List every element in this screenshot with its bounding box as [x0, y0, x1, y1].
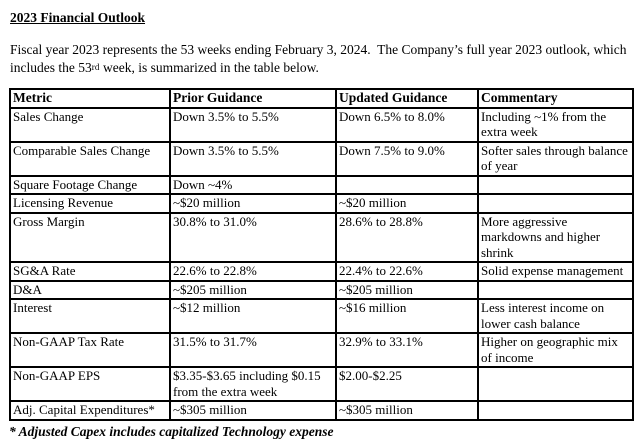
cell-metric: Sales Change: [9, 106, 171, 143]
cell-prior: ~$12 million: [169, 298, 337, 334]
cell-updated: Down 7.5% to 9.0%: [335, 140, 479, 177]
cell-updated: ~$305 million: [335, 400, 479, 421]
cell-prior: 22.6% to 22.8%: [169, 261, 337, 282]
table-row: Gross Margin 30.8% to 31.0% 28.6% to 28.…: [9, 211, 634, 263]
cell-metric: Gross Margin: [9, 211, 171, 263]
cell-commentary: [477, 400, 634, 421]
cell-prior: Down 3.5% to 5.5%: [169, 140, 337, 177]
table-row: SG&A Rate 22.6% to 22.8% 22.4% to 22.6% …: [9, 261, 634, 282]
cell-updated: 28.6% to 28.8%: [335, 211, 479, 263]
cell-commentary: More aggressive markdowns and higher shr…: [477, 211, 634, 263]
cell-prior: ~$305 million: [169, 400, 337, 421]
cell-commentary: [477, 366, 634, 402]
cell-commentary: Including ~1% from the extra week: [477, 106, 634, 143]
cell-prior: Down 3.5% to 5.5%: [169, 106, 337, 143]
column-header-commentary: Commentary: [477, 88, 634, 109]
table-row: Non-GAAP Tax Rate 31.5% to 31.7% 32.9% t…: [9, 332, 634, 368]
cell-prior: 31.5% to 31.7%: [169, 332, 337, 368]
cell-metric: Licensing Revenue: [9, 193, 171, 214]
financial-outlook-table: Metric Prior Guidance Updated Guidance C…: [9, 88, 634, 421]
cell-prior: ~$20 million: [169, 193, 337, 214]
table-row: D&A ~$205 million ~$205 million: [9, 279, 634, 300]
cell-metric: Square Footage Change: [9, 174, 171, 195]
table-header-row: Metric Prior Guidance Updated Guidance C…: [9, 88, 634, 109]
page-title: 2023 Financial Outlook: [10, 10, 146, 25]
cell-updated: [335, 174, 479, 195]
cell-prior: 30.8% to 31.0%: [169, 211, 337, 263]
table-row: Non-GAAP EPS $3.35-$3.65 including $0.15…: [9, 366, 634, 402]
cell-updated: 32.9% to 33.1%: [335, 332, 479, 368]
table-row: Sales Change Down 3.5% to 5.5% Down 6.5%…: [9, 106, 634, 143]
cell-commentary: Less interest income on lower cash balan…: [477, 298, 634, 334]
column-header-metric: Metric: [9, 88, 171, 109]
cell-commentary: [477, 174, 634, 195]
column-header-updated-guidance: Updated Guidance: [335, 88, 479, 109]
cell-metric: Non-GAAP Tax Rate: [9, 332, 171, 368]
cell-metric: SG&A Rate: [9, 261, 171, 282]
cell-updated: 22.4% to 22.6%: [335, 261, 479, 282]
cell-metric: D&A: [9, 279, 171, 300]
column-header-prior-guidance: Prior Guidance: [169, 88, 337, 109]
cell-updated: ~$205 million: [335, 279, 479, 300]
cell-updated: $2.00-$2.25: [335, 366, 479, 402]
cell-prior: $3.35-$3.65 including $0.15 from the ext…: [169, 366, 337, 402]
cell-metric: Non-GAAP EPS: [9, 366, 171, 402]
cell-commentary: [477, 279, 634, 300]
table-row: Interest ~$12 million ~$16 million Less …: [9, 298, 634, 334]
table-row: Adj. Capital Expenditures* ~$305 million…: [9, 400, 634, 421]
ordinal-suffix: rd: [91, 61, 100, 72]
cell-commentary: Softer sales through balance of year: [477, 140, 634, 177]
cell-metric: Interest: [9, 298, 171, 334]
cell-metric: Adj. Capital Expenditures*: [9, 400, 171, 421]
cell-updated: Down 6.5% to 8.0%: [335, 106, 479, 143]
cell-commentary: Solid expense management: [477, 261, 634, 282]
cell-updated: ~$20 million: [335, 193, 479, 214]
table-row: Square Footage Change Down ~4%: [9, 174, 634, 195]
table-row: Licensing Revenue ~$20 million ~$20 mill…: [9, 193, 634, 214]
table-footnote: * Adjusted Capex includes capitalized Te…: [9, 423, 334, 439]
cell-prior: ~$205 million: [169, 279, 337, 300]
cell-metric: Comparable Sales Change: [9, 140, 171, 177]
intro-text-1: Fiscal year 2023 represents the 53 weeks…: [10, 42, 630, 75]
cell-prior: Down ~4%: [169, 174, 337, 195]
intro-text-2: week, is summarized in the table below.: [99, 59, 319, 75]
intro-paragraph: Fiscal year 2023 represents the 53 weeks…: [10, 42, 632, 76]
cell-commentary: [477, 193, 634, 214]
cell-updated: ~$16 million: [335, 298, 479, 334]
cell-commentary: Higher on geographic mix of income: [477, 332, 634, 368]
table-row: Comparable Sales Change Down 3.5% to 5.5…: [9, 140, 634, 177]
